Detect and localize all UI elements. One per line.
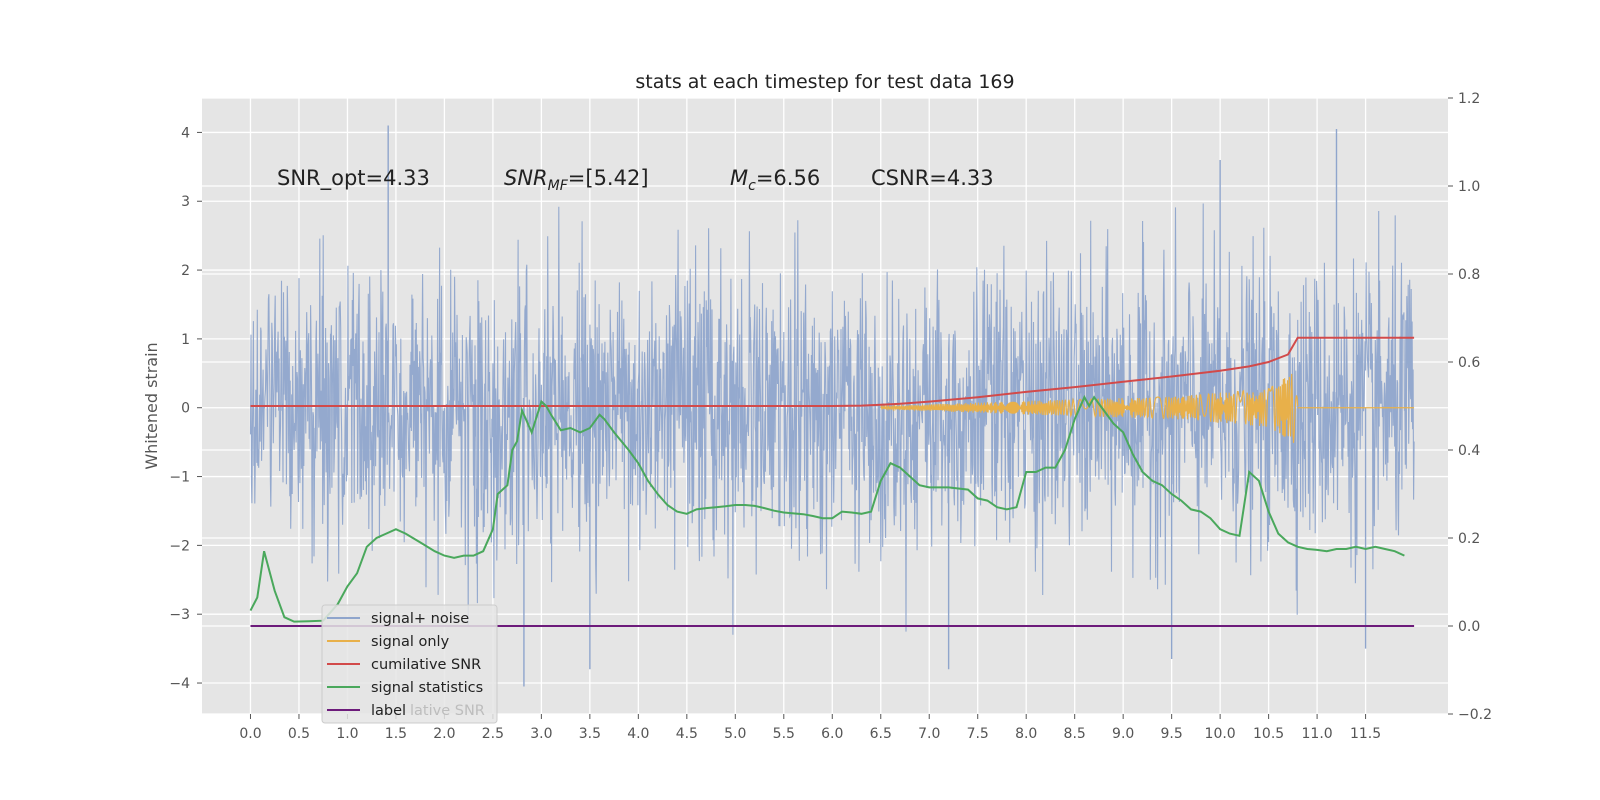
x-tick-label: 10.5 xyxy=(1253,726,1284,742)
x-tick-label: 7.0 xyxy=(918,726,940,742)
x-tick-label: 9.5 xyxy=(1161,726,1183,742)
legend-box xyxy=(321,604,498,724)
x-tick-label: 1.5 xyxy=(385,726,407,742)
legend: signal+ noise signal only cumilative SNR… xyxy=(321,604,498,724)
x-tick-label: 5.5 xyxy=(773,726,795,742)
y-tick-label: 1 xyxy=(181,332,190,348)
annotation-snr-mf-sub: MF xyxy=(548,178,569,194)
x-tick-label: 8.5 xyxy=(1064,726,1086,742)
legend-ghost-text: lative SNR xyxy=(410,703,485,719)
x-tick-label: 1.0 xyxy=(336,726,358,742)
annotation-mc-sub: c xyxy=(748,178,756,194)
annotation-csnr: CSNR=4.33 xyxy=(871,166,994,190)
annotation-mc-value: =6.56 xyxy=(756,166,820,190)
y2-tick-label: −0.2 xyxy=(1458,707,1492,723)
y2-tick-label: 0.6 xyxy=(1458,355,1480,371)
legend-label-cumilative-snr: cumilative SNR xyxy=(371,657,481,673)
y-tick-label: −2 xyxy=(169,538,190,554)
series-signal-statistics xyxy=(249,394,1405,623)
y2-tick-label: 1.2 xyxy=(1458,91,1480,107)
y-tick-label: 3 xyxy=(181,194,190,210)
legend-label-signal-noise: signal+ noise xyxy=(371,611,469,627)
x-tick-label: 11.5 xyxy=(1350,726,1381,742)
legend-label-signal-statistics: signal statistics xyxy=(371,680,483,696)
signal-only-trace xyxy=(880,373,1299,443)
legend-label-signal-only: signal only xyxy=(371,634,450,650)
y2-tick-label: 0.4 xyxy=(1458,443,1480,459)
y-tick-label: −4 xyxy=(169,676,190,692)
y-tick-label: 4 xyxy=(181,125,190,141)
y-tick-label: −1 xyxy=(169,470,190,486)
x-tick-label: 6.0 xyxy=(821,726,843,742)
x-tick-label: 3.0 xyxy=(530,726,552,742)
y-tick-label: 2 xyxy=(181,263,190,279)
x-tick-label: 2.0 xyxy=(433,726,455,742)
x-tick-label: 0.5 xyxy=(288,726,310,742)
x-tick-label: 4.5 xyxy=(676,726,698,742)
x-tick-label: 10.0 xyxy=(1205,726,1236,742)
annotation-mc: Mc=6.56 xyxy=(730,166,820,194)
x-tick-label: 5.0 xyxy=(724,726,746,742)
y-tick-label: −3 xyxy=(169,607,190,623)
y2-axis-ticks: 1.2 1.0 0.8 0.6 0.4 0.2 0.0 −0.2 xyxy=(1448,91,1492,723)
x-tick-label: 6.5 xyxy=(870,726,892,742)
y-axis-label: Whitened strain xyxy=(142,342,161,469)
y2-tick-label: 0.8 xyxy=(1458,267,1480,283)
annotations: SNR_opt=4.33 SNRMF=[5.42] Mc=6.56 CSNR=4… xyxy=(277,166,994,194)
annotation-snr-mf: SNRMF=[5.42] xyxy=(504,166,649,194)
y2-tick-label: 0.0 xyxy=(1458,619,1480,635)
y2-tick-label: 1.0 xyxy=(1458,179,1480,195)
series-cumilative-snr xyxy=(250,336,1415,407)
x-tick-label: 8.0 xyxy=(1015,726,1037,742)
chart-title: stats at each timestep for test data 169 xyxy=(635,71,1014,93)
annotation-snr-mf-value: =[5.42] xyxy=(568,166,649,190)
annotation-mc-base: M xyxy=(730,166,748,190)
annotation-snr-mf-base: SNR xyxy=(504,166,548,190)
annotation-snr-opt: SNR_opt=4.33 xyxy=(277,166,430,191)
x-tick-label: 2.5 xyxy=(482,726,504,742)
y2-tick-label: 0.2 xyxy=(1458,531,1480,547)
x-tick-label: 7.5 xyxy=(967,726,989,742)
series-signal-only xyxy=(880,373,1415,443)
x-axis-ticks: 0.0 0.5 1.0 1.5 2.0 2.5 3.0 3.5 4.0 4.5 5.0 5.5 6.0 6… xyxy=(239,714,1381,742)
y-tick-label: 0 xyxy=(181,401,190,417)
legend-label-label: label xyxy=(371,703,406,719)
x-tick-label: 3.5 xyxy=(579,726,601,742)
x-tick-label: 4.0 xyxy=(627,726,649,742)
x-tick-label: 9.0 xyxy=(1112,726,1134,742)
x-tick-label: 11.0 xyxy=(1302,726,1333,742)
x-tick-label: 0.0 xyxy=(239,726,261,742)
y-axis-ticks: 4 3 2 1 0 −1 −2 −3 −4 xyxy=(169,125,202,692)
